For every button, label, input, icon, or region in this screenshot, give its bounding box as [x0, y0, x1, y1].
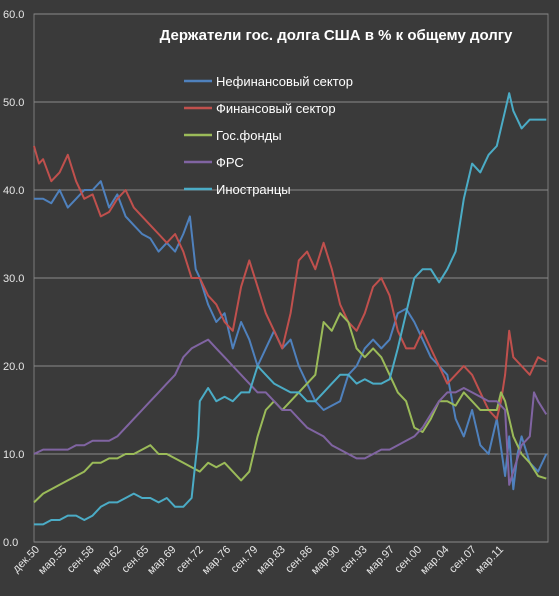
- series-line-3: [33, 338, 548, 486]
- series-line-2: [33, 312, 547, 504]
- gridlines: [33, 13, 549, 543]
- legend-label: Финансовый сектор: [216, 101, 336, 116]
- y-tick-label: 0.0: [3, 537, 18, 549]
- x-tick-label: мар.62: [91, 544, 124, 577]
- series-line-4: [34, 92, 547, 526]
- legend-label: Нефинансовый сектор: [216, 74, 353, 89]
- x-tick-label: мар.11: [473, 544, 506, 577]
- legend-label: Иностранцы: [216, 182, 291, 197]
- legend: Нефинансовый сектор Финансовый сектор Гос.…: [184, 74, 353, 197]
- y-tick-label: 60.0: [3, 9, 24, 21]
- series-lines: [33, 92, 548, 526]
- x-tick-label: мар.69: [145, 544, 178, 577]
- x-tick-label: мар.04: [418, 544, 451, 577]
- series-line-0: [34, 180, 548, 491]
- chart-title: Держатели гос. долга США в % к общему до…: [160, 27, 513, 44]
- y-tick-label: 20.0: [3, 361, 24, 373]
- legend-label: Гос.фонды: [216, 128, 282, 143]
- y-tick-label: 40.0: [3, 185, 24, 197]
- y-tick-label: 50.0: [3, 97, 24, 109]
- x-tick-label: мар.90: [309, 544, 342, 577]
- x-axis: дек.50мар.55сен.58мар.62сен.65мар.69сен.…: [11, 544, 507, 577]
- y-tick-label: 30.0: [3, 273, 24, 285]
- x-tick-label: мар.55: [36, 544, 69, 577]
- legend-label: ФРС: [216, 155, 244, 170]
- x-tick-label: мар.76: [200, 544, 233, 577]
- x-tick-label: мар.83: [254, 544, 287, 577]
- series-line-1: [33, 145, 547, 420]
- x-tick-label: сен.07: [447, 544, 479, 576]
- y-axis: 0.0 10.0 20.0 30.0 40.0 50.0 60.0: [3, 9, 24, 549]
- x-tick-label: мар.97: [364, 544, 397, 577]
- y-tick-label: 10.0: [3, 449, 24, 461]
